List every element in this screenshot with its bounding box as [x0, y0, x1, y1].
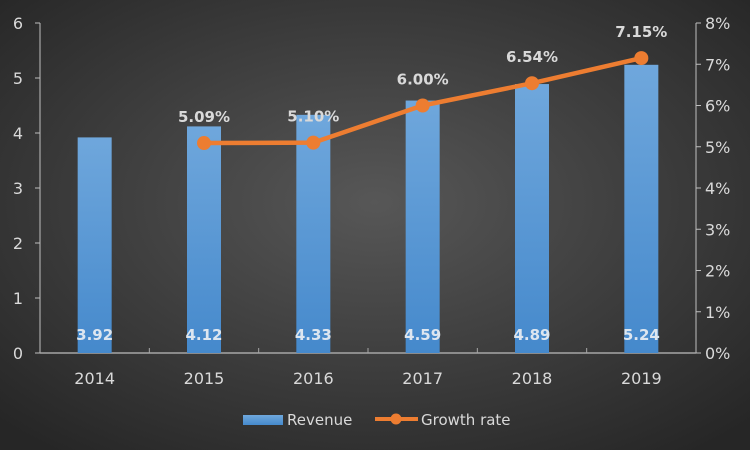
revenue-data-label: 3.92: [76, 326, 113, 344]
growth-rate-marker: [634, 51, 649, 66]
left-axis-tick-label: 0: [13, 344, 23, 363]
left-axis-tick-label: 1: [13, 289, 23, 308]
growth-rate-marker: [306, 135, 321, 150]
revenue-bar: [296, 114, 331, 353]
revenue-data-label: 4.12: [185, 326, 222, 344]
revenue-data-label: 5.24: [623, 326, 660, 344]
revenue-data-label: 4.89: [513, 326, 550, 344]
growth-rate-data-label: 5.10%: [287, 108, 339, 126]
x-axis-tick-label: 2017: [402, 369, 443, 388]
x-axis-tick-label: 2018: [512, 369, 553, 388]
legend-label-revenue: Revenue: [287, 411, 352, 429]
x-axis-tick-label: 2015: [184, 369, 225, 388]
revenue-bar: [515, 84, 549, 354]
legend: Revenue Growth rate: [243, 411, 511, 429]
x-axis-tick-label: 2014: [74, 369, 115, 388]
right-axis-tick-label: 7%: [705, 55, 730, 74]
legend-label-growth-rate: Growth rate: [421, 411, 511, 429]
right-axis-tick-label: 0%: [705, 344, 730, 363]
growth-rate-data-label: 6.54%: [506, 48, 558, 66]
revenue-data-label: 4.33: [295, 326, 332, 344]
growth-rate-data-label: 5.09%: [178, 108, 230, 126]
growth-rate-marker: [525, 76, 539, 91]
right-axis-tick-label: 1%: [705, 303, 730, 322]
revenue-bar: [405, 100, 440, 353]
left-axis-tick-label: 4: [13, 124, 23, 143]
left-axis-tick-label: 3: [13, 179, 23, 198]
right-axis-tick-label: 5%: [705, 138, 730, 157]
revenue-data-label: 4.59: [404, 326, 441, 344]
left-axis-tick-label: 6: [13, 14, 23, 33]
revenue-bar: [187, 126, 221, 354]
growth-rate-data-label: 7.15%: [615, 23, 667, 41]
x-axis-tick-label: 2019: [621, 369, 662, 388]
right-axis-tick-label: 2%: [705, 262, 730, 281]
right-axis-tick-label: 6%: [705, 97, 730, 116]
legend-swatch-revenue: [243, 415, 283, 425]
revenue-bar: [624, 64, 659, 354]
growth-rate-marker: [415, 98, 430, 113]
right-axis-tick-label: 4%: [705, 179, 730, 198]
right-axis-tick-label: 8%: [705, 14, 730, 33]
growth-rate-data-label: 6.00%: [397, 71, 449, 89]
x-axis-tick-label: 2016: [293, 369, 334, 388]
revenue-bar: [77, 137, 112, 353]
left-axis-tick-label: 2: [13, 234, 23, 253]
legend-swatch-growth-marker: [390, 413, 402, 425]
growth-rate-marker: [197, 136, 211, 151]
left-axis-tick-label: 5: [13, 69, 23, 88]
right-axis-tick-label: 3%: [705, 220, 730, 239]
